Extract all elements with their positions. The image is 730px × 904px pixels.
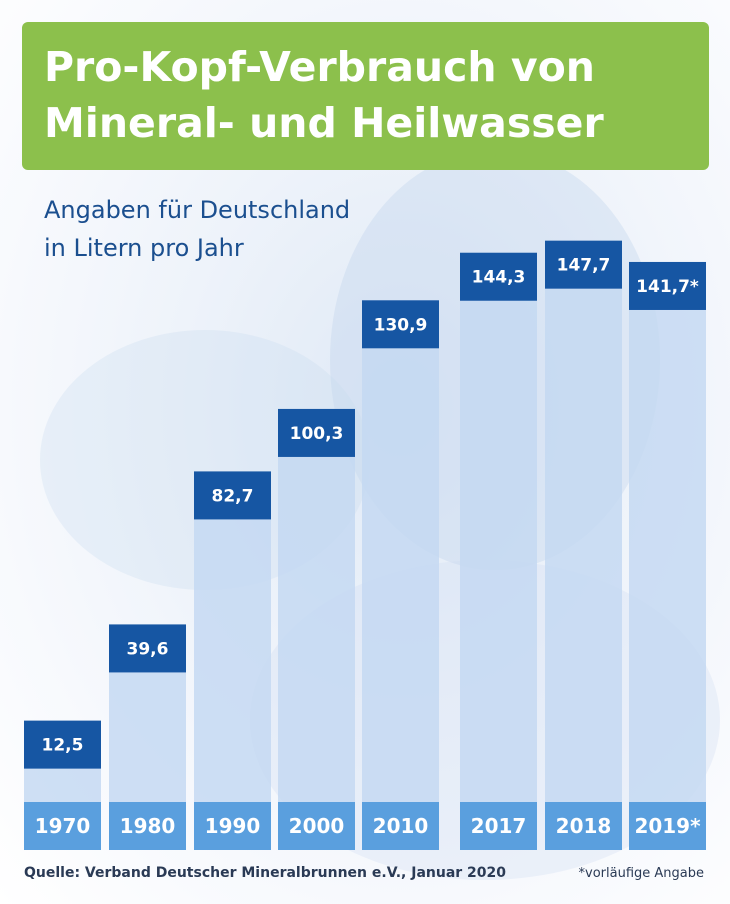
data-label: 144,3 (472, 268, 526, 288)
x-tick-label: 2017 (471, 814, 527, 838)
x-tick-label: 2000 (289, 814, 345, 838)
data-label: 12,5 (42, 736, 84, 756)
year-label-box (194, 802, 271, 850)
x-tick-label: 2019* (634, 814, 701, 838)
value-label-box (109, 624, 186, 673)
value-label-box (194, 471, 271, 520)
year-label-box (278, 802, 355, 850)
chart-title-line-2: Mineral- und Heilwasser (44, 99, 604, 147)
data-label: 141,7* (636, 277, 699, 297)
x-tick-label: 2010 (373, 814, 429, 838)
year-label-box (24, 802, 101, 850)
bar (278, 408, 355, 802)
year-label-box (109, 802, 186, 850)
data-label: 39,6 (127, 639, 169, 659)
value-label-box (460, 252, 537, 301)
x-tick-label: 1980 (120, 814, 176, 838)
bar (629, 261, 706, 803)
data-label: 100,3 (290, 424, 344, 444)
value-label-box (545, 240, 622, 289)
chart-title-line-1: Pro-Kopf-Verbrauch von (44, 43, 595, 91)
data-label: 82,7 (212, 486, 254, 506)
chart-subtitle-line-1: Angaben für Deutschland (44, 196, 351, 224)
year-label-box (545, 802, 622, 850)
x-tick-label: 1970 (35, 814, 91, 838)
value-label-box (278, 408, 355, 457)
x-tick-label: 1990 (205, 814, 261, 838)
year-label-box (629, 802, 706, 850)
value-label-box (24, 720, 101, 769)
title-banner (22, 22, 709, 170)
bar (362, 300, 439, 802)
footnote: *vorläufige Angabe (578, 866, 704, 881)
bar (545, 240, 622, 803)
chart-subtitle-line-2: in Litern pro Jahr (44, 234, 244, 262)
value-label-box (629, 261, 706, 310)
year-label-box (362, 802, 439, 850)
bar (460, 252, 537, 803)
value-label-box (362, 300, 439, 349)
x-tick-label: 2018 (556, 814, 612, 838)
data-label: 130,9 (374, 315, 428, 335)
source-note: Quelle: Verband Deutscher Mineralbrunnen… (24, 865, 507, 881)
data-label: 147,7 (557, 256, 611, 276)
bar (194, 471, 271, 802)
year-label-box (460, 802, 537, 850)
